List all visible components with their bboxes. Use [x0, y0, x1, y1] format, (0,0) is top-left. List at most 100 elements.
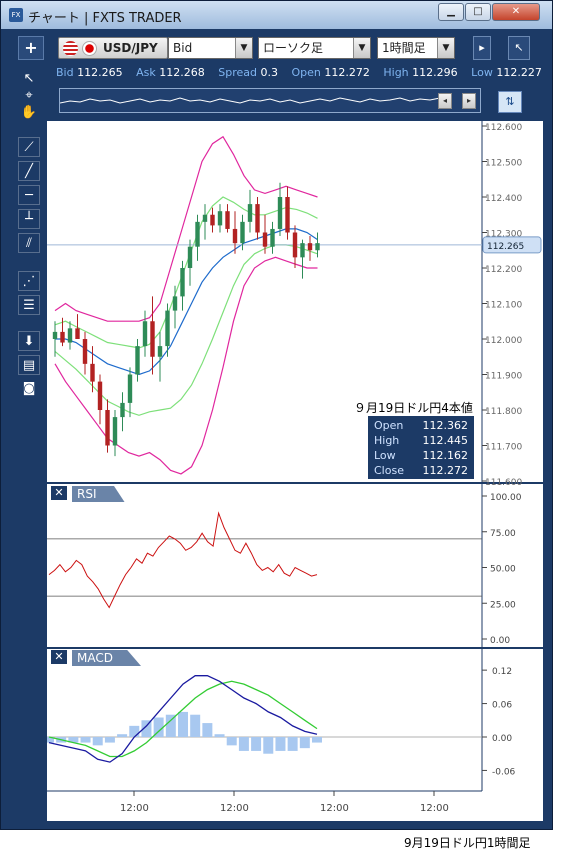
maximize-icon[interactable]: □: [465, 3, 491, 21]
timeframe-value: 1時間足: [382, 41, 426, 55]
chevron-down-icon: ▼: [353, 38, 370, 58]
price-type-select[interactable]: Bid ▼: [168, 37, 253, 59]
price-tick-label: 112.600: [485, 123, 522, 133]
rsi-pane: [47, 511, 482, 609]
axes: 112.600 112.500 112.400 112.300 112.200 112.1…: [120, 123, 542, 814]
price-tick-label: 112.400: [485, 194, 522, 204]
macd-pane: [44, 675, 482, 763]
price-tick-label: 111.700: [485, 443, 522, 453]
high-value: 112.296: [412, 66, 458, 79]
macd-histogram-bar: [287, 737, 298, 751]
rsi-tick-label: 0.00: [490, 636, 510, 646]
bid-label: Bid: [56, 66, 74, 79]
symbol-label: USD/JPY: [103, 41, 158, 55]
panel-toggle-icon[interactable]: ▸: [473, 36, 491, 60]
macd-panel-label: MACD: [72, 650, 141, 666]
macd-histogram-bar: [226, 737, 237, 746]
quote-bar: Bid 112.265 Ask 112.268 Spread 0.3 Open …: [56, 66, 546, 84]
price-tick-label: 112.200: [485, 265, 522, 275]
macd-histogram-bar: [153, 717, 164, 737]
rsi-tick-label: 50.00: [490, 565, 516, 575]
fibonacci-fan-icon[interactable]: ⋰: [18, 271, 40, 291]
macd-histogram-bar: [178, 711, 188, 737]
chart-type-value: ローソク足: [263, 41, 324, 55]
candle-body: [127, 374, 133, 403]
time-tick-label: 12:00: [220, 803, 249, 814]
scroll-latest-icon[interactable]: ⇅: [498, 91, 522, 113]
candle-body: [187, 246, 193, 268]
macd-histogram-bar: [165, 714, 176, 737]
candle-body: [157, 346, 163, 357]
low-value: 112.227: [496, 66, 542, 79]
spread-label: Spread: [218, 66, 257, 79]
trendline-icon[interactable]: ⟋: [18, 137, 40, 157]
candle-body: [262, 232, 268, 247]
macd-histogram-bar: [117, 734, 128, 737]
macd-histogram-bar: [141, 720, 152, 737]
close-icon[interactable]: ✕: [492, 3, 540, 21]
price-tick-label: 111.600: [485, 478, 522, 488]
ohlc-value: 112.362: [422, 419, 469, 432]
macd-histogram-bar: [129, 725, 140, 737]
candle-body: [210, 214, 215, 226]
ohlc-label: Low: [374, 449, 396, 462]
timeframe-select[interactable]: 1時間足 ▼: [377, 37, 455, 59]
minimize-icon[interactable]: ▁: [438, 3, 464, 21]
candle-body: [270, 228, 275, 247]
candle-body: [142, 321, 148, 347]
crosshair-icon[interactable]: ⌖: [25, 88, 33, 103]
candle-body: [75, 328, 80, 339]
macd-histogram-bar: [312, 737, 322, 743]
candle-body: [292, 232, 298, 258]
pointer-icon[interactable]: ↖: [23, 71, 35, 86]
chart-type-select[interactable]: ローソク足 ▼: [258, 37, 371, 59]
macd-panel-header: ✕ MACD: [50, 649, 141, 667]
chart-toolbar: + USD/JPY Bid ▼ ローソク足 ▼ 1時間足 ▼ ▸ ↖: [11, 34, 541, 62]
candle-body: [315, 243, 320, 251]
candle-body: [82, 339, 88, 364]
ohlc-box: Open 112.362 High 112.445 Low 112.162 Close…: [368, 416, 474, 479]
ohlc-row-close: Close 112.272: [374, 463, 468, 478]
vertical-line-icon[interactable]: ┴: [18, 209, 40, 229]
macd-histogram-bar: [202, 723, 213, 737]
low-label: Low: [471, 66, 493, 79]
rsi-line: [48, 511, 318, 609]
ohlc-value: 112.272: [422, 464, 469, 477]
macd-histogram-bar: [92, 737, 103, 746]
macd-tick-label: 0.00: [492, 734, 512, 744]
navigator-left-handle[interactable]: ◂: [438, 93, 452, 109]
title-bar: FX チャート | FXTS TRADER ▁ □ ✕: [1, 1, 552, 29]
close-rsi-button[interactable]: ✕: [50, 485, 68, 501]
hand-icon[interactable]: ✋: [20, 105, 38, 120]
us-flag-icon: [63, 41, 78, 56]
time-tick-label: 12:00: [120, 803, 149, 814]
download-icon[interactable]: ⬇: [18, 331, 40, 351]
candle-body: [120, 402, 125, 418]
candle-body: [240, 221, 245, 244]
navigator-right-handle[interactable]: ▸: [462, 93, 476, 109]
candle-body: [165, 310, 170, 347]
parallel-channel-icon[interactable]: ⫽: [18, 233, 40, 253]
add-chart-button[interactable]: +: [18, 36, 44, 60]
candle-body: [285, 197, 290, 233]
candle-body: [277, 197, 283, 229]
line-icon[interactable]: ╱: [18, 161, 40, 181]
bollinger-lower-line: [54, 256, 318, 475]
candle-body: [202, 214, 208, 222]
horizontal-line-icon[interactable]: ─: [18, 185, 40, 205]
chart-navigator[interactable]: ◂ ▸: [59, 88, 481, 113]
macd-histogram-bar: [190, 714, 201, 737]
candle-body: [60, 331, 65, 343]
detach-icon[interactable]: ↖: [508, 36, 530, 60]
candle-body: [247, 204, 253, 222]
camera-icon[interactable]: ◙: [22, 381, 36, 396]
close-macd-button[interactable]: ✕: [50, 649, 68, 665]
open-label: Open: [291, 66, 321, 79]
macd-histogram-bar: [275, 737, 286, 751]
list-icon[interactable]: ▤: [18, 355, 40, 375]
macd-tick-label: 0.12: [492, 667, 512, 677]
ask-value: 112.268: [159, 66, 205, 79]
fibonacci-retracement-icon[interactable]: ☰: [18, 295, 40, 315]
macd-histogram-bar: [68, 737, 79, 743]
symbol-selector[interactable]: USD/JPY: [58, 37, 168, 59]
